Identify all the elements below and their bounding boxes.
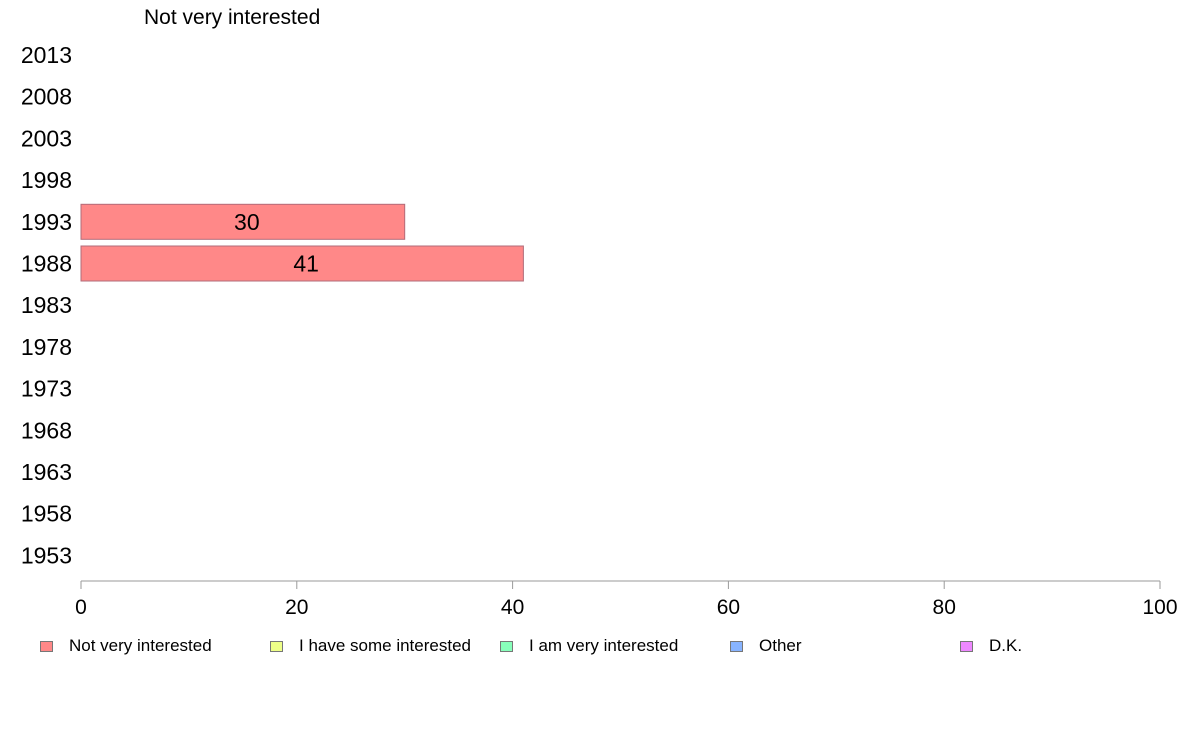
bar: [80, 203, 406, 240]
legend-swatch: [500, 640, 513, 652]
category-label: 1993: [21, 209, 72, 235]
category-label: 1963: [21, 459, 72, 485]
data-label: 41: [293, 251, 319, 277]
category-label: 1968: [21, 417, 72, 443]
legend-swatch: [270, 640, 283, 652]
legend-label: I am very interested: [529, 636, 679, 655]
legend-item: D.K.: [960, 635, 1022, 657]
legend-item: I am very interested: [500, 635, 678, 657]
x-tick-label: 20: [285, 596, 308, 619]
legend-label: Not very interested: [69, 636, 212, 655]
legend-label: I have some interested: [299, 636, 471, 655]
bar: [80, 245, 524, 282]
x-tick-label: 0: [75, 596, 87, 619]
x-tick-label: 100: [1142, 596, 1177, 619]
category-label: 1973: [21, 376, 72, 402]
category-label: 1958: [21, 501, 72, 527]
legend-swatch: [730, 640, 743, 652]
legend-label: D.K.: [989, 636, 1023, 655]
legend-swatch: [960, 640, 973, 652]
legend-swatch: [40, 640, 53, 652]
chart-title: Not very interested: [144, 6, 321, 29]
x-tick-label: 40: [501, 596, 524, 619]
x-tick-label: 60: [717, 596, 740, 619]
legend-label: Other: [759, 636, 802, 655]
category-label: 1983: [21, 292, 72, 318]
category-label: 2003: [21, 125, 72, 151]
legend-item: I have some interested: [270, 635, 471, 657]
x-tick-label: 80: [933, 596, 956, 619]
category-label: 1988: [21, 251, 72, 277]
legend-item: Other: [730, 635, 802, 657]
category-label: 1998: [21, 167, 72, 193]
data-label: 30: [234, 209, 260, 235]
category-label: 1953: [21, 542, 72, 568]
category-label: 1978: [21, 334, 72, 360]
category-label: 2008: [21, 84, 72, 110]
legend-item: Not very interested: [40, 635, 212, 657]
category-label: 2013: [21, 42, 72, 68]
